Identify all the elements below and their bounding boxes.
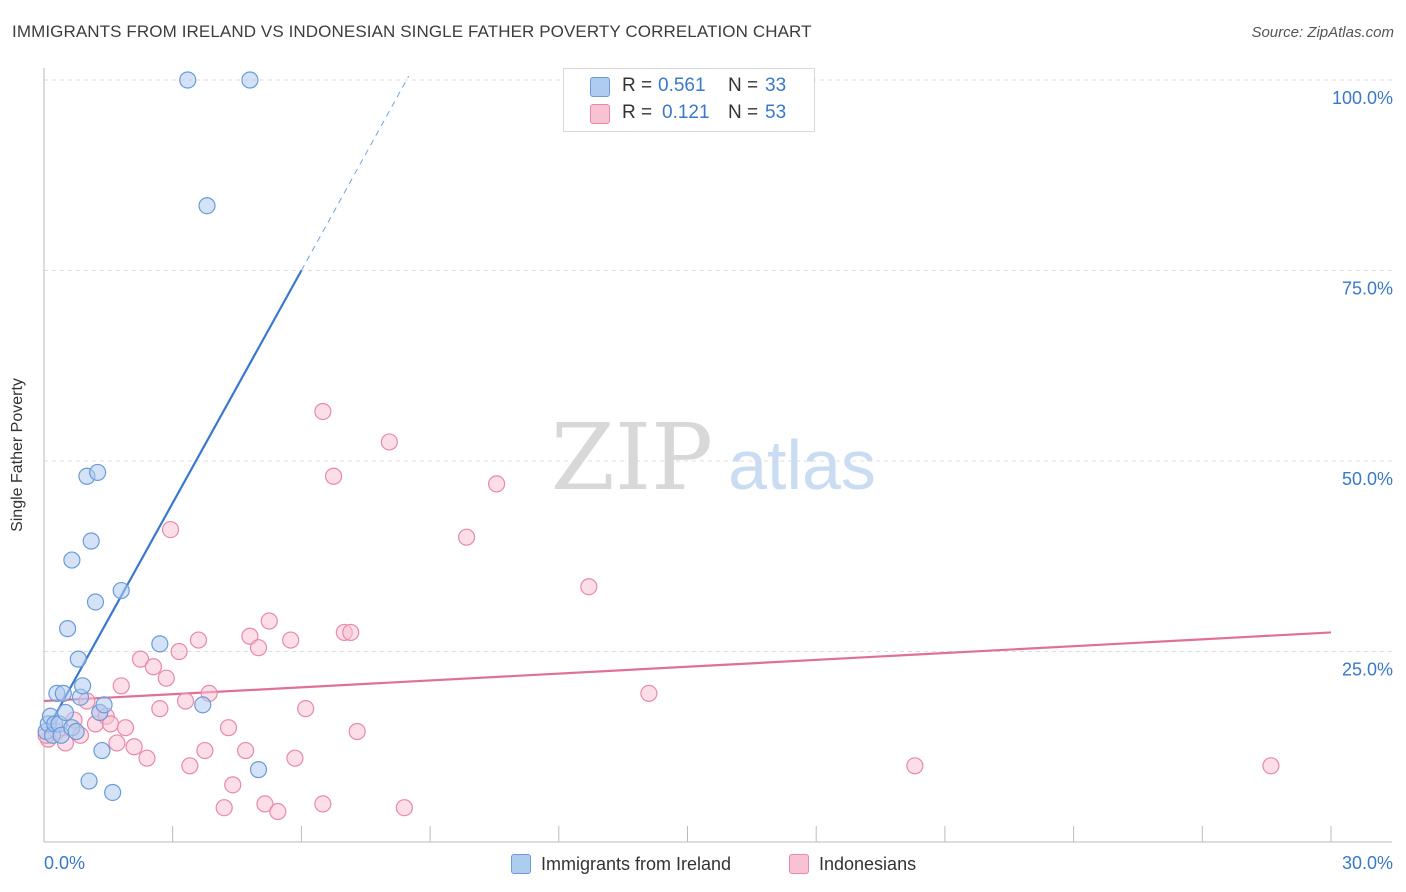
data-point-indonesians xyxy=(314,402,332,421)
data-point-indonesians xyxy=(314,795,332,813)
data-point-ireland xyxy=(93,741,111,760)
chart-title: IMMIGRANTS FROM IRELAND VS INDONESIAN SI… xyxy=(12,22,812,41)
watermark: ZIP atlas xyxy=(551,404,876,511)
y-axis-label: Single Father Poverty xyxy=(9,378,26,532)
data-point-indonesians xyxy=(249,639,268,657)
data-point-ireland xyxy=(54,684,72,703)
data-point-indonesians xyxy=(116,719,135,737)
y-tick-label: 50.0% xyxy=(1342,469,1393,489)
legend-swatch-indonesians xyxy=(590,104,610,124)
data-point-indonesians xyxy=(157,669,175,687)
data-point-indonesians xyxy=(580,578,598,596)
source-label: Source: ZipAtlas.com xyxy=(1251,24,1394,41)
legend-swatch-indonesians xyxy=(789,854,809,874)
data-point-ireland xyxy=(198,197,216,215)
x-tick-label: 30.0% xyxy=(1342,853,1393,873)
legend-label-ireland: Immigrants from Ireland xyxy=(541,853,732,874)
data-point-ireland xyxy=(82,532,100,550)
data-point-ireland xyxy=(58,620,77,638)
y-tick-label: 100.0% xyxy=(1332,88,1393,108)
legend-n-value: 33 xyxy=(765,75,787,96)
data-point-indonesians xyxy=(125,738,143,756)
data-point-indonesians xyxy=(1262,757,1280,775)
legend-n-value: 53 xyxy=(765,102,787,123)
y-tick-label: 75.0% xyxy=(1342,279,1393,299)
data-point-ireland xyxy=(69,650,87,668)
data-point-ireland xyxy=(86,593,105,611)
y-tick-label: 25.0% xyxy=(1342,660,1393,680)
data-point-indonesians xyxy=(131,650,150,668)
data-point-ireland xyxy=(63,551,81,569)
data-point-ireland xyxy=(179,71,197,89)
data-point-ireland xyxy=(241,71,259,89)
data-point-indonesians xyxy=(640,684,658,703)
data-point-indonesians xyxy=(215,799,233,817)
data-point-ireland xyxy=(112,581,130,600)
data-point-indonesians xyxy=(260,612,278,630)
x-tick-label: 0.0% xyxy=(44,853,85,873)
data-point-indonesians xyxy=(189,631,208,649)
data-point-indonesians xyxy=(286,749,304,767)
data-point-ireland xyxy=(194,696,212,714)
legend-r-value: 0.121 xyxy=(662,102,710,123)
data-point-indonesians xyxy=(906,757,924,775)
data-point-indonesians xyxy=(457,528,476,546)
data-point-indonesians xyxy=(151,700,169,718)
data-points xyxy=(37,71,1280,821)
data-point-indonesians xyxy=(269,802,287,821)
data-point-indonesians xyxy=(342,623,360,642)
data-point-ireland xyxy=(89,463,107,482)
legend-item-ireland: Immigrants from Ireland xyxy=(511,852,731,876)
data-point-indonesians xyxy=(237,741,255,760)
legend-swatch-ireland xyxy=(590,77,610,97)
watermark-atlas: atlas xyxy=(728,426,876,504)
trend-line-indonesians xyxy=(43,631,1332,703)
data-point-indonesians xyxy=(161,520,180,539)
data-point-indonesians xyxy=(241,627,259,645)
data-point-indonesians xyxy=(181,757,199,775)
trend-line-ireland-extension xyxy=(300,75,410,271)
data-point-ireland xyxy=(151,635,169,653)
data-point-indonesians xyxy=(380,433,398,451)
trend-line-ireland xyxy=(45,269,303,733)
data-point-indonesians xyxy=(282,631,300,649)
data-point-ireland xyxy=(95,696,113,714)
tick-labels: 0.0% 30.0% 25.0% 50.0% 75.0% 100.0% xyxy=(44,88,1393,873)
legend-label-indonesians: Indonesians xyxy=(819,853,917,874)
data-point-indonesians xyxy=(176,692,195,710)
axes xyxy=(43,68,1392,843)
data-point-indonesians xyxy=(144,658,162,676)
data-point-ireland xyxy=(56,703,75,722)
legend-r-label: R = xyxy=(622,75,653,96)
data-point-indonesians xyxy=(196,741,214,760)
data-point-indonesians xyxy=(348,722,366,741)
watermark-zip: ZIP xyxy=(551,404,713,511)
data-point-indonesians xyxy=(138,749,156,767)
legend-r-label: R = xyxy=(622,102,653,123)
data-point-ireland xyxy=(249,761,268,779)
data-point-ireland xyxy=(67,722,85,741)
legend-r-value: 0.561 xyxy=(658,75,706,96)
data-point-indonesians xyxy=(297,700,315,718)
legend-n-label: N = xyxy=(728,75,759,96)
trend-lines xyxy=(43,75,1332,733)
data-point-indonesians xyxy=(324,467,343,485)
data-point-indonesians xyxy=(219,719,238,737)
grid-lines xyxy=(44,79,1392,652)
data-point-indonesians xyxy=(256,795,274,813)
data-point-indonesians xyxy=(112,677,130,695)
legend-item-indonesians: Indonesians xyxy=(789,852,916,876)
data-point-indonesians xyxy=(395,799,413,817)
legend-n-label: N = xyxy=(728,102,759,123)
legend-swatch-ireland xyxy=(511,854,531,874)
data-point-indonesians xyxy=(224,776,242,794)
correlation-legend: R = 0.561 N = 33 R = 0.121 N = 53 xyxy=(563,68,815,132)
data-point-indonesians xyxy=(170,642,188,661)
data-point-ireland xyxy=(104,783,122,802)
data-point-indonesians xyxy=(487,475,506,493)
data-point-ireland xyxy=(80,772,98,790)
data-point-ireland xyxy=(74,677,92,695)
data-point-indonesians xyxy=(108,734,126,752)
